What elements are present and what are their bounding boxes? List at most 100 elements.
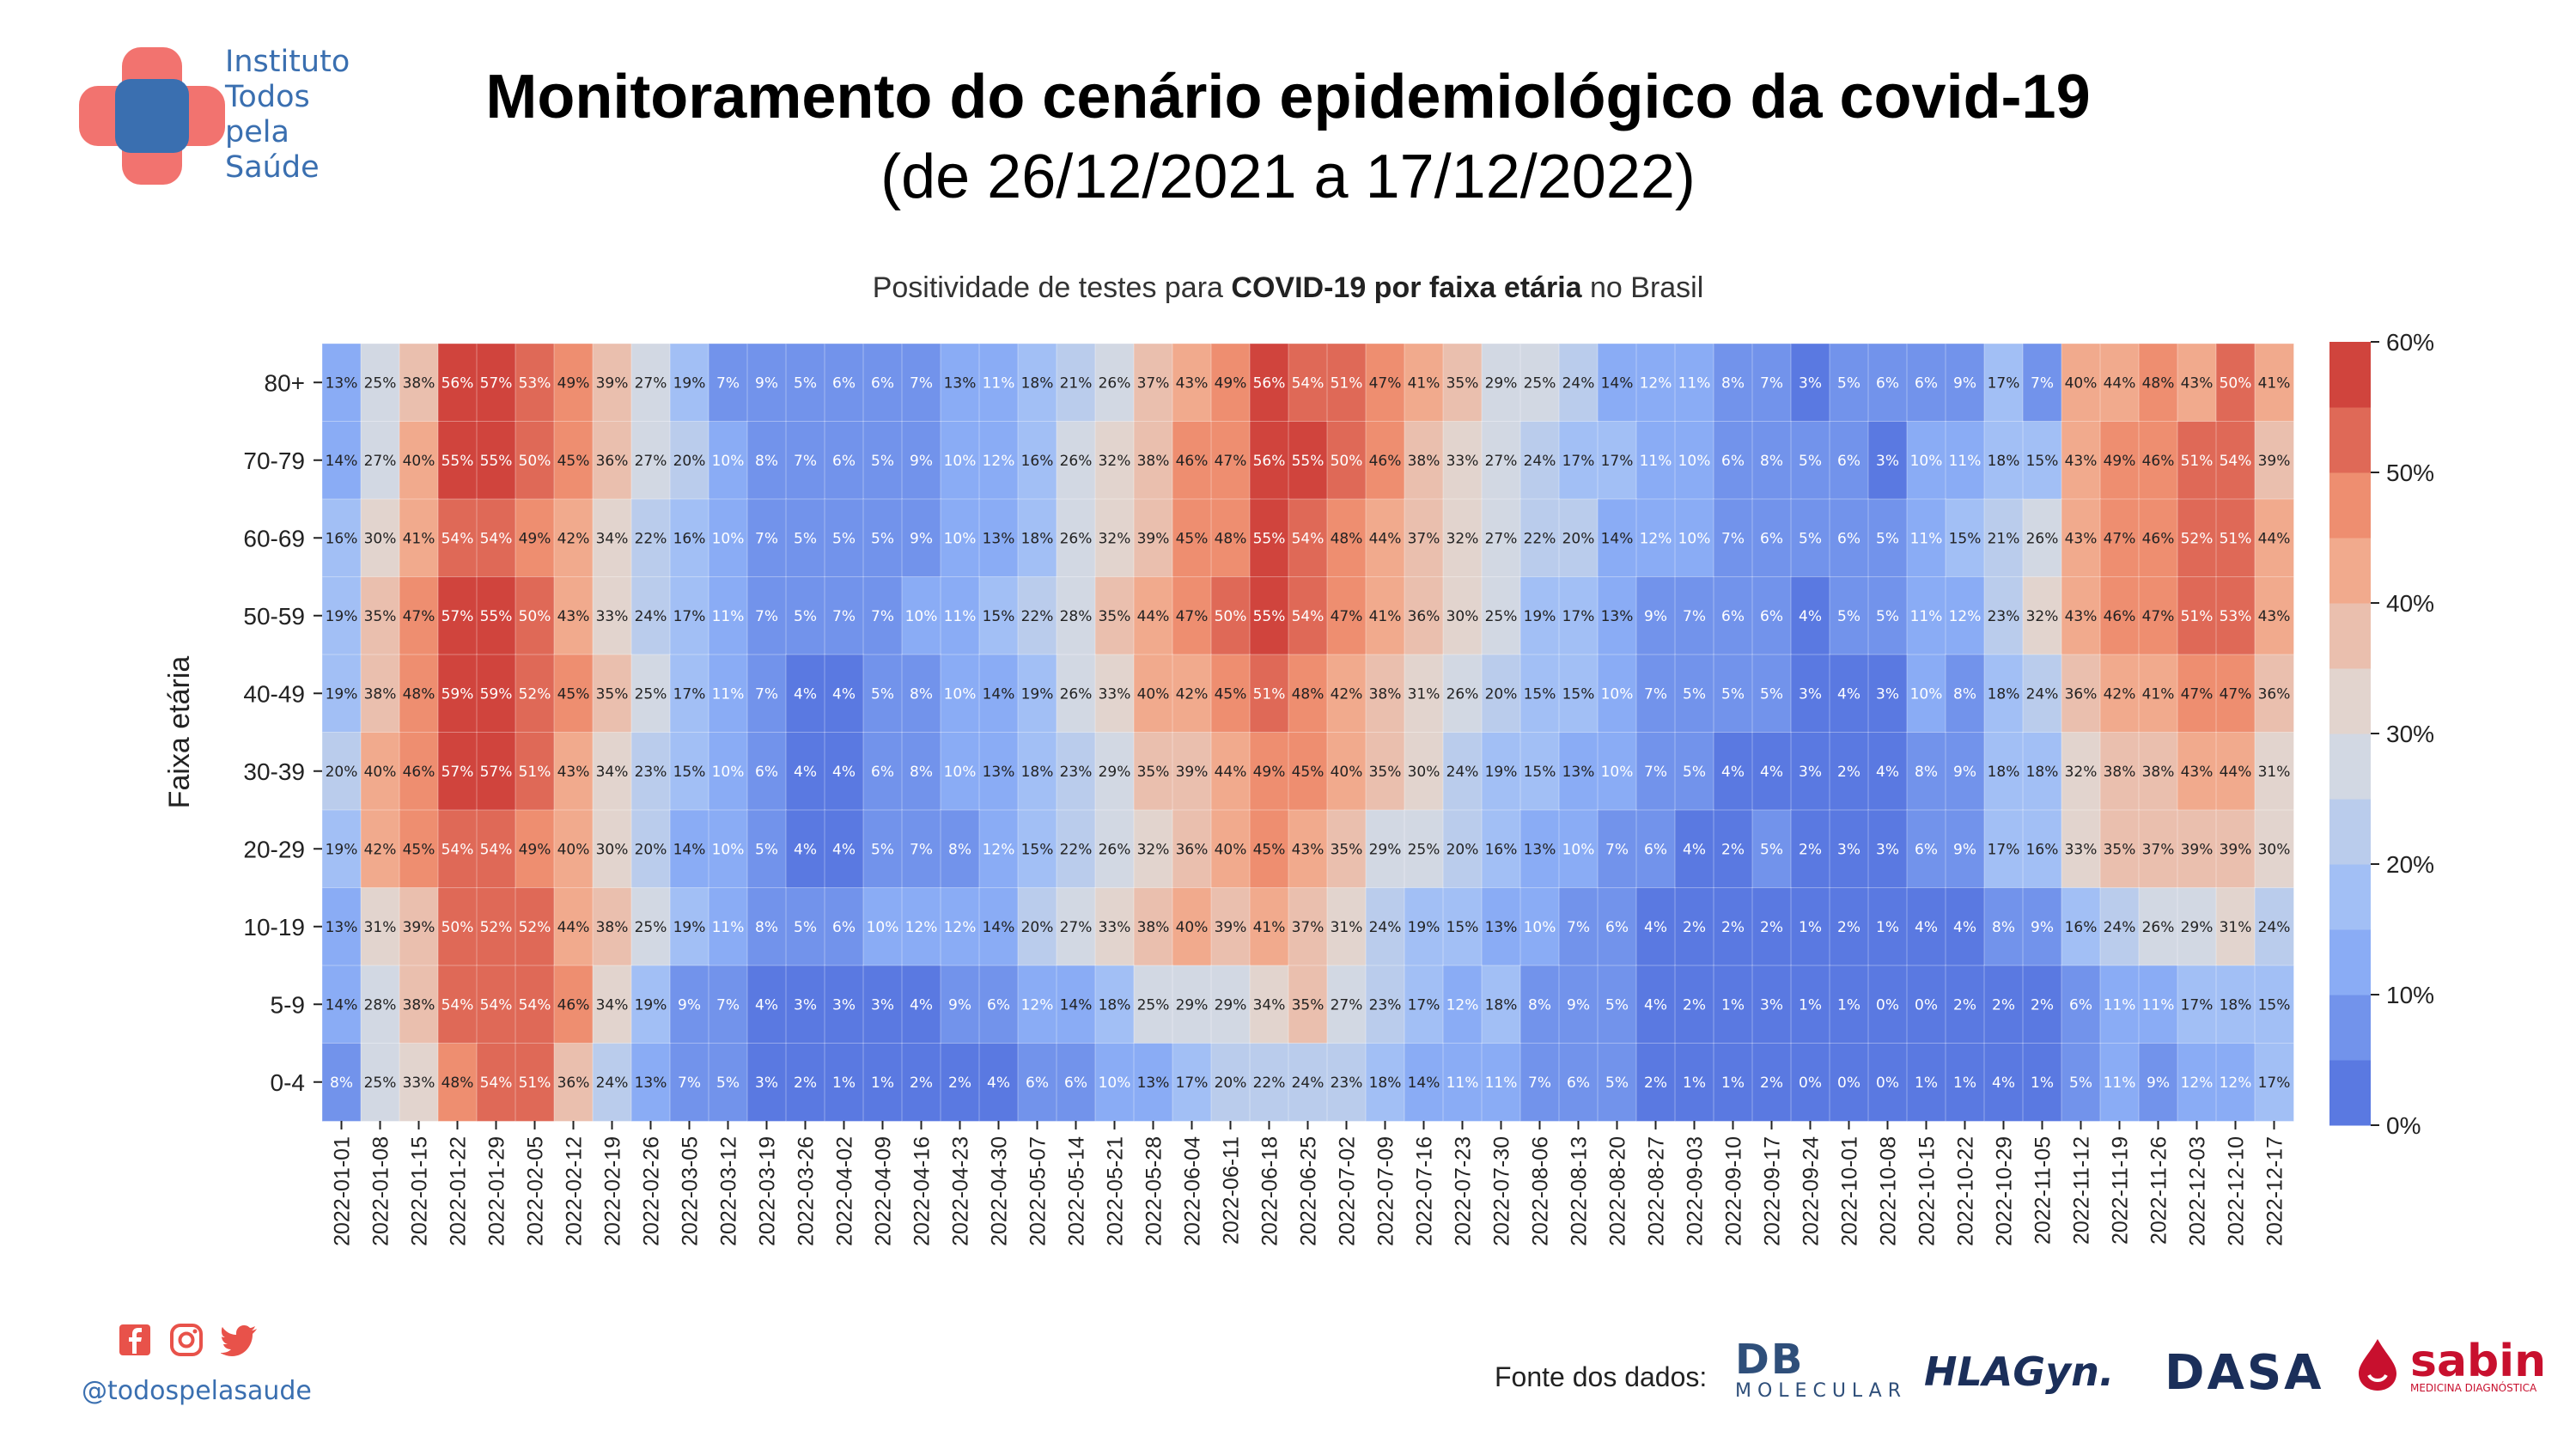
sabin-word: sabin: [2410, 1336, 2547, 1387]
cell-value-label: 2%: [1683, 996, 1706, 1014]
cell-value-label: 29%: [1215, 996, 1247, 1014]
cell-value-label: 14%: [326, 996, 358, 1014]
cell-value-label: 35%: [1369, 764, 1402, 781]
cell-value-label: 4%: [1644, 919, 1667, 936]
heatmap-cell: [321, 732, 362, 811]
heatmap-cell: [1017, 965, 1057, 1044]
cell-value-label: 13%: [1137, 1075, 1170, 1092]
heatmap-cell: [1056, 654, 1096, 734]
cell-value-label: 6%: [1026, 1075, 1049, 1092]
cell-value-label: 6%: [832, 374, 856, 392]
heatmap-cell: [901, 965, 941, 1044]
cell-value-label: 4%: [910, 996, 933, 1014]
cell-value-label: 10%: [1524, 919, 1556, 936]
cell-value-label: 18%: [1988, 453, 2020, 470]
heatmap-cell: [1713, 965, 1753, 1044]
heatmap-cell: [1945, 343, 1985, 423]
y-tick-label: 10-19: [243, 914, 305, 941]
heatmap-cell: [1210, 421, 1251, 500]
heatmap-cell: [553, 343, 594, 423]
cell-value-label: 5%: [794, 608, 817, 625]
cell-value-label: 26%: [1099, 841, 1131, 858]
cell-value-label: 27%: [1331, 996, 1363, 1014]
cell-value-label: 35%: [1137, 764, 1170, 781]
cell-value-label: 49%: [1253, 764, 1286, 781]
cell-value-label: 12%: [1021, 996, 1054, 1014]
heatmap-cell: [1674, 343, 1714, 423]
cell-value-label: 6%: [1721, 608, 1745, 625]
heatmap-cell: [940, 809, 980, 889]
cell-value-label: 8%: [1760, 453, 1783, 470]
cell-value-label: 19%: [635, 996, 667, 1014]
heatmap-cell: [476, 732, 516, 811]
cell-value-label: 10%: [1601, 685, 1634, 703]
cell-value-label: 44%: [2258, 530, 2291, 547]
cell-value-label: 6%: [1876, 374, 1899, 392]
cell-value-label: 54%: [480, 530, 513, 547]
cell-value-label: 7%: [1760, 374, 1783, 392]
cell-value-label: 40%: [2065, 374, 2098, 392]
cell-value-label: 38%: [1137, 919, 1170, 936]
cell-value-label: 8%: [948, 841, 971, 858]
cell-value-label: 34%: [596, 996, 629, 1014]
instagram-icon[interactable]: [169, 1323, 204, 1357]
heatmap-cell: [1945, 654, 1985, 734]
x-tick-label: 2022-07-23: [1452, 1136, 1476, 1246]
heatmap-cell: [592, 498, 632, 578]
cell-value-label: 1%: [2031, 1075, 2054, 1092]
colorbar-segment: [2329, 538, 2371, 604]
cell-value-label: 15%: [983, 608, 1015, 625]
heatmap-cell: [978, 654, 1019, 734]
db-logo-big: DB: [1735, 1336, 1805, 1384]
cell-value-label: 5%: [755, 841, 778, 858]
heatmap-cell: [476, 498, 516, 578]
heatmap-cell: [2022, 1043, 2062, 1122]
x-tick-label: 2022-11-12: [2070, 1136, 2094, 1245]
cell-value-label: 34%: [596, 530, 629, 547]
instituto-logo: [79, 47, 225, 185]
cell-value-label: 24%: [2104, 919, 2136, 936]
heatmap-cell: [321, 654, 362, 734]
cell-value-label: 27%: [635, 453, 667, 470]
cell-value-label: 43%: [2181, 374, 2214, 392]
heatmap-cell: [1365, 732, 1405, 811]
heatmap-cell: [1983, 498, 2024, 578]
cell-value-label: 18%: [1369, 1075, 1402, 1092]
cell-value-label: 2%: [910, 1075, 933, 1092]
cell-value-label: 26%: [1446, 685, 1479, 703]
x-tick-label: 2022-08-27: [1645, 1136, 1669, 1246]
cell-value-label: 4%: [1876, 764, 1899, 781]
cell-value-label: 7%: [2031, 374, 2054, 392]
cell-value-label: 38%: [364, 685, 397, 703]
x-tick-label: 2022-12-17: [2263, 1136, 2287, 1246]
colorbar-segment: [2329, 1060, 2371, 1126]
cell-value-label: 39%: [1137, 530, 1170, 547]
cell-value-label: 9%: [2147, 1075, 2170, 1092]
cell-value-label: 36%: [1408, 608, 1440, 625]
cell-value-label: 4%: [1721, 764, 1745, 781]
cell-value-label: 10%: [1601, 764, 1634, 781]
heatmap-cell: [785, 576, 825, 655]
heatmap-cell: [437, 809, 478, 889]
twitter-icon[interactable]: [221, 1323, 259, 1357]
cell-value-label: 51%: [1331, 374, 1363, 392]
heatmap-cell: [592, 576, 632, 655]
cell-value-label: 26%: [2026, 530, 2059, 547]
social-handle[interactable]: @todospelasaude: [82, 1376, 312, 1406]
cell-value-label: 25%: [1408, 841, 1440, 858]
cell-value-label: 38%: [596, 919, 629, 936]
cell-value-label: 38%: [1137, 453, 1170, 470]
heatmap-cell: [978, 576, 1019, 655]
cell-value-label: 18%: [1485, 996, 1518, 1014]
heatmap-cell: [1056, 965, 1096, 1044]
data-source-label: Fonte dos dados:: [1495, 1361, 1708, 1392]
cell-value-label: 2%: [1644, 1075, 1667, 1092]
heatmap-cell: [1481, 887, 1521, 966]
cell-value-label: 42%: [364, 841, 397, 858]
heatmap-cell: [1519, 887, 1560, 966]
cell-value-label: 40%: [403, 453, 435, 470]
cell-value-label: 5%: [871, 453, 894, 470]
facebook-icon[interactable]: [118, 1323, 152, 1357]
cell-value-label: 9%: [948, 996, 971, 1014]
db-molecular-logo: DB MOLECULAR: [1735, 1336, 1907, 1402]
